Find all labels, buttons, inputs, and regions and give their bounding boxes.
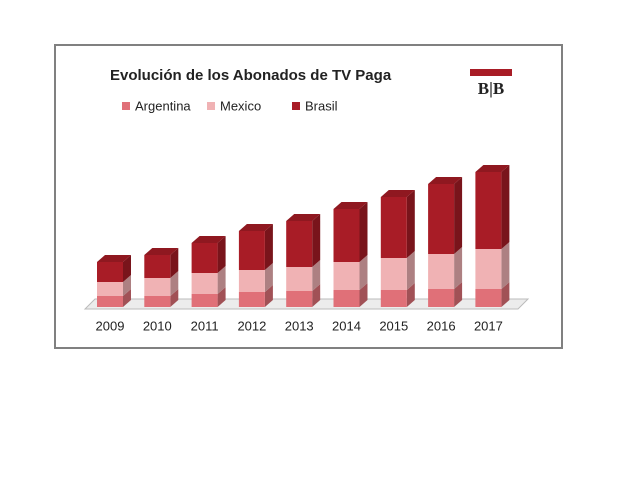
bar [286,267,313,291]
bar-side [359,255,368,290]
bar-side [454,177,463,254]
bar [475,249,502,289]
bar [97,262,123,282]
x-tick-label: 2010 [143,318,172,333]
bar [380,258,407,290]
bar-side [170,289,179,307]
bar [97,282,123,296]
bar-side [170,248,179,278]
bar [97,296,123,307]
bar-top [333,202,368,209]
bar [428,254,455,289]
bar-side [501,242,510,289]
bar-side [454,247,463,289]
chart-title: Evolución de los Abonados de TV Paga [110,67,392,84]
bar-side [264,285,273,307]
bar-side [454,282,463,307]
bar [380,197,407,258]
bar-top [97,255,131,262]
bar-side [123,255,131,282]
legend-label: Mexico [220,98,261,113]
bar-side [359,283,368,307]
x-tick-label: 2013 [285,318,314,333]
bar-top [428,177,463,184]
bar [380,290,407,307]
bar-side [217,287,226,307]
legend-swatch [207,102,215,110]
bar-side [312,260,321,291]
x-tick-label: 2011 [191,318,219,333]
bar-top [475,165,510,172]
bar-top [144,248,179,255]
logo-bar [470,69,512,76]
legend-swatch [292,102,300,110]
x-tick-label: 2016 [427,318,456,333]
legend-label: Brasil [305,98,338,113]
bar-top [286,214,321,221]
bar [144,255,171,278]
bar-side [406,283,415,307]
bar [333,209,360,262]
bar [286,221,313,267]
x-tick-label: 2017 [474,318,503,333]
bar [191,243,218,273]
legend-label: Argentina [135,98,191,113]
legend-swatch [122,102,130,110]
bar [144,278,171,296]
bar [475,289,502,307]
bar-side [312,214,321,267]
bar-side [217,266,226,294]
bar [191,294,218,307]
x-tick-label: 2014 [332,318,361,333]
bar-side [264,263,273,292]
bar [333,290,360,307]
bar-side [217,236,226,273]
bar [191,273,218,294]
bar-side [406,251,415,290]
x-tick-label: 2009 [96,318,125,333]
bar-top [380,190,415,197]
bar-side [123,289,131,307]
bar-side [359,202,368,262]
bar [475,172,502,249]
bar-side [312,284,321,307]
bar [286,291,313,307]
bar-side [501,165,510,249]
bar-top [238,224,273,231]
x-tick-label: 2015 [379,318,408,333]
logo: B|B [478,79,504,98]
bar-side [406,190,415,258]
bar [428,184,455,254]
bar-side [264,224,273,270]
x-tick-label: 2012 [237,318,266,333]
bar [333,262,360,290]
bar [428,289,455,307]
bar-side [170,271,179,296]
bar-top [191,236,226,243]
bar [238,292,265,307]
bar [238,231,265,270]
bar-side [501,282,510,307]
bar [144,296,171,307]
bar [238,270,265,292]
